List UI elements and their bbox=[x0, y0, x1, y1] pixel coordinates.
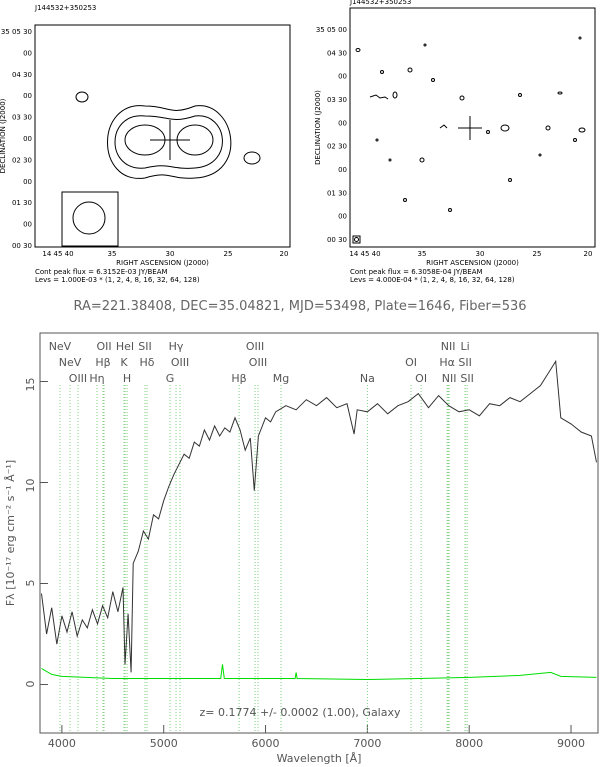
spectral-line-label: OI bbox=[415, 372, 427, 385]
spectral-line-label: NeV bbox=[59, 356, 82, 369]
y-tick-label: 02 30 bbox=[12, 156, 32, 164]
x-tick-label: 35 bbox=[108, 250, 117, 258]
x-tick-label: 35 bbox=[418, 250, 427, 258]
map-note: Levs = 1.000E-03 * (1, 2, 4, 8, 16, 32, … bbox=[35, 276, 200, 284]
x-tick-label: 30 bbox=[166, 250, 175, 258]
x-tick-label: 6000 bbox=[252, 737, 280, 750]
spectral-line-label: SII bbox=[138, 340, 151, 353]
y-tick-label: 00 30 bbox=[12, 242, 32, 250]
y-tick-label: 02 30 bbox=[327, 143, 347, 151]
map-note: Cont peak flux = 6.3152E-03 JY/BEAM bbox=[35, 268, 168, 276]
spectral-line-label: SII bbox=[458, 356, 471, 369]
spectral-line-label: H bbox=[123, 372, 131, 385]
x-tick-label: 4000 bbox=[48, 737, 76, 750]
x-tick-label: 25 bbox=[533, 250, 542, 258]
y-tick-label: 35 05 30 bbox=[1, 28, 32, 36]
contours bbox=[352, 36, 586, 244]
y-tick-label: 35 05 00 bbox=[316, 26, 347, 34]
y-tick-label: 03 30 bbox=[12, 114, 32, 122]
y-tick-label: 10 bbox=[24, 478, 37, 492]
y-tick-label: 15 bbox=[24, 377, 37, 391]
x-tick-label: 14 45 40 bbox=[349, 250, 380, 258]
spectral-line-label: Hγ bbox=[169, 340, 184, 353]
x-axis-label: Wavelength [Å] bbox=[277, 752, 362, 765]
spectral-line-label: Mg bbox=[273, 372, 289, 385]
y-tick-label: 04 30 bbox=[12, 71, 32, 79]
spectral-line-label: SII bbox=[460, 372, 473, 385]
annotation: z= 0.1774 +/- 0.0002 (1.00), Galaxy bbox=[200, 706, 401, 719]
y-tick-label: 00 bbox=[23, 135, 32, 143]
map-title: J144532+350253 bbox=[34, 4, 96, 12]
spectral-line-label: Hβ bbox=[231, 372, 246, 385]
spectral-line-label: HeI bbox=[116, 340, 134, 353]
radio-map: J144532+350253 35 05 30 00 04 30 00 03 30 00 02… bbox=[0, 4, 291, 284]
y-tick-label: 01 30 bbox=[327, 189, 347, 197]
spectral-line-label: OII bbox=[96, 340, 111, 353]
map-frame bbox=[349, 7, 596, 248]
spectral-line-label: Hη bbox=[89, 372, 104, 385]
plot-frame bbox=[39, 332, 599, 734]
spectral-line-label: Hα bbox=[439, 356, 455, 369]
x-tick-label: 20 bbox=[280, 250, 289, 258]
y-tick-label: 00 30 bbox=[327, 236, 347, 244]
spectral-line-label: K bbox=[120, 356, 128, 369]
chart-title: RA=221.38408, DEC=35.04821, MJD=53498, P… bbox=[73, 299, 526, 314]
x-tick-label: 8000 bbox=[455, 737, 483, 750]
spectral-line-label: Na bbox=[360, 372, 375, 385]
y-axis-label: Fλ [10⁻¹⁷ erg cm⁻² s⁻¹ Å⁻¹] bbox=[4, 460, 17, 606]
x-tick-label: 20 bbox=[584, 250, 593, 258]
spectral-line-label: OIII bbox=[171, 356, 189, 369]
spectrum-chart: 4000 5000 6000 7000 8000 9000 0 5 10 15 Wavelength… bbox=[4, 332, 599, 765]
y-tick-label: 00 bbox=[338, 166, 347, 174]
y-axis-label: DECLINATION (J2000) bbox=[0, 98, 7, 173]
y-axis-label: DECLINATION (J2000) bbox=[314, 90, 322, 165]
x-axis-label: RIGHT ASCENSION (J2000) bbox=[116, 259, 209, 267]
map-frame bbox=[34, 24, 291, 248]
x-tick-label: 25 bbox=[224, 250, 233, 258]
contour bbox=[107, 105, 232, 179]
y-tick-label: 00 bbox=[338, 213, 347, 221]
y-tick-label: 00 bbox=[338, 73, 347, 81]
spectral-line-label: Li bbox=[461, 340, 470, 353]
map-title: J144532+350253 bbox=[349, 0, 411, 6]
spectral-line-label: OIII bbox=[69, 372, 87, 385]
spectral-line-label: OIII bbox=[246, 340, 264, 353]
contour bbox=[243, 151, 261, 165]
y-tick-label: 0 bbox=[24, 681, 37, 688]
y-tick-label: 00 bbox=[23, 221, 32, 229]
y-tick-label: 00 bbox=[23, 92, 32, 100]
y-tick-label: 04 30 bbox=[327, 49, 347, 57]
spectrum-line bbox=[41, 664, 597, 681]
y-tick-label: 00 bbox=[23, 178, 32, 186]
map-note: Cont peak flux = 6.3058E-04 JY/BEAM bbox=[350, 268, 483, 276]
contour bbox=[114, 115, 223, 169]
x-tick-label: 14 45 40 bbox=[42, 250, 73, 258]
spectral-line-label: Hδ bbox=[140, 356, 155, 369]
radio-map: J144532+350253 35 05 00 04 30 00 03 30 00 02 3… bbox=[314, 0, 596, 284]
spectral-line-label: Hβ bbox=[95, 356, 110, 369]
x-tick-label: 9000 bbox=[557, 737, 585, 750]
x-tick-label: 5000 bbox=[150, 737, 178, 750]
y-tick-label: 00 bbox=[23, 49, 32, 57]
beam-box bbox=[61, 191, 119, 247]
spectrum-line bbox=[41, 359, 597, 673]
spectral-line-label: OI bbox=[405, 356, 417, 369]
x-axis-label: RIGHT ASCENSION (J2000) bbox=[426, 259, 519, 267]
y-tick-label: 03 30 bbox=[327, 96, 347, 104]
spectral-line-label: NeV bbox=[49, 340, 72, 353]
y-tick-label: 5 bbox=[24, 580, 37, 587]
y-tick-label: 01 30 bbox=[12, 199, 32, 207]
x-tick-label: 30 bbox=[476, 250, 485, 258]
spectral-line-label: NII bbox=[442, 372, 457, 385]
x-tick-label: 7000 bbox=[353, 737, 381, 750]
y-tick-label: 00 bbox=[338, 119, 347, 127]
spectral-line-label: OIII bbox=[249, 356, 267, 369]
contour bbox=[75, 91, 89, 103]
spectral-line-label: NII bbox=[441, 340, 456, 353]
spectral-line-label: G bbox=[166, 372, 175, 385]
map-note: Levs = 4.000E-04 * (1, 2, 4, 8, 16, 32, … bbox=[350, 276, 515, 284]
beam bbox=[72, 201, 106, 235]
